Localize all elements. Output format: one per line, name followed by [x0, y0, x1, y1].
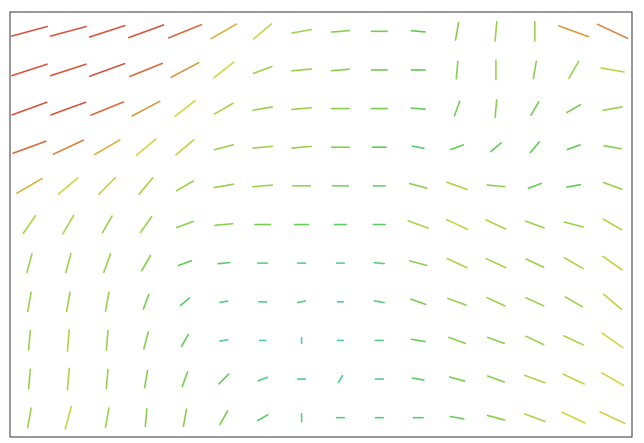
vector	[374, 263, 384, 264]
chart	[0, 0, 644, 443]
vector	[218, 263, 230, 264]
page: {"chart_data": { "type": "quiver", "x": …	[0, 0, 644, 443]
plot-frame	[10, 12, 632, 437]
